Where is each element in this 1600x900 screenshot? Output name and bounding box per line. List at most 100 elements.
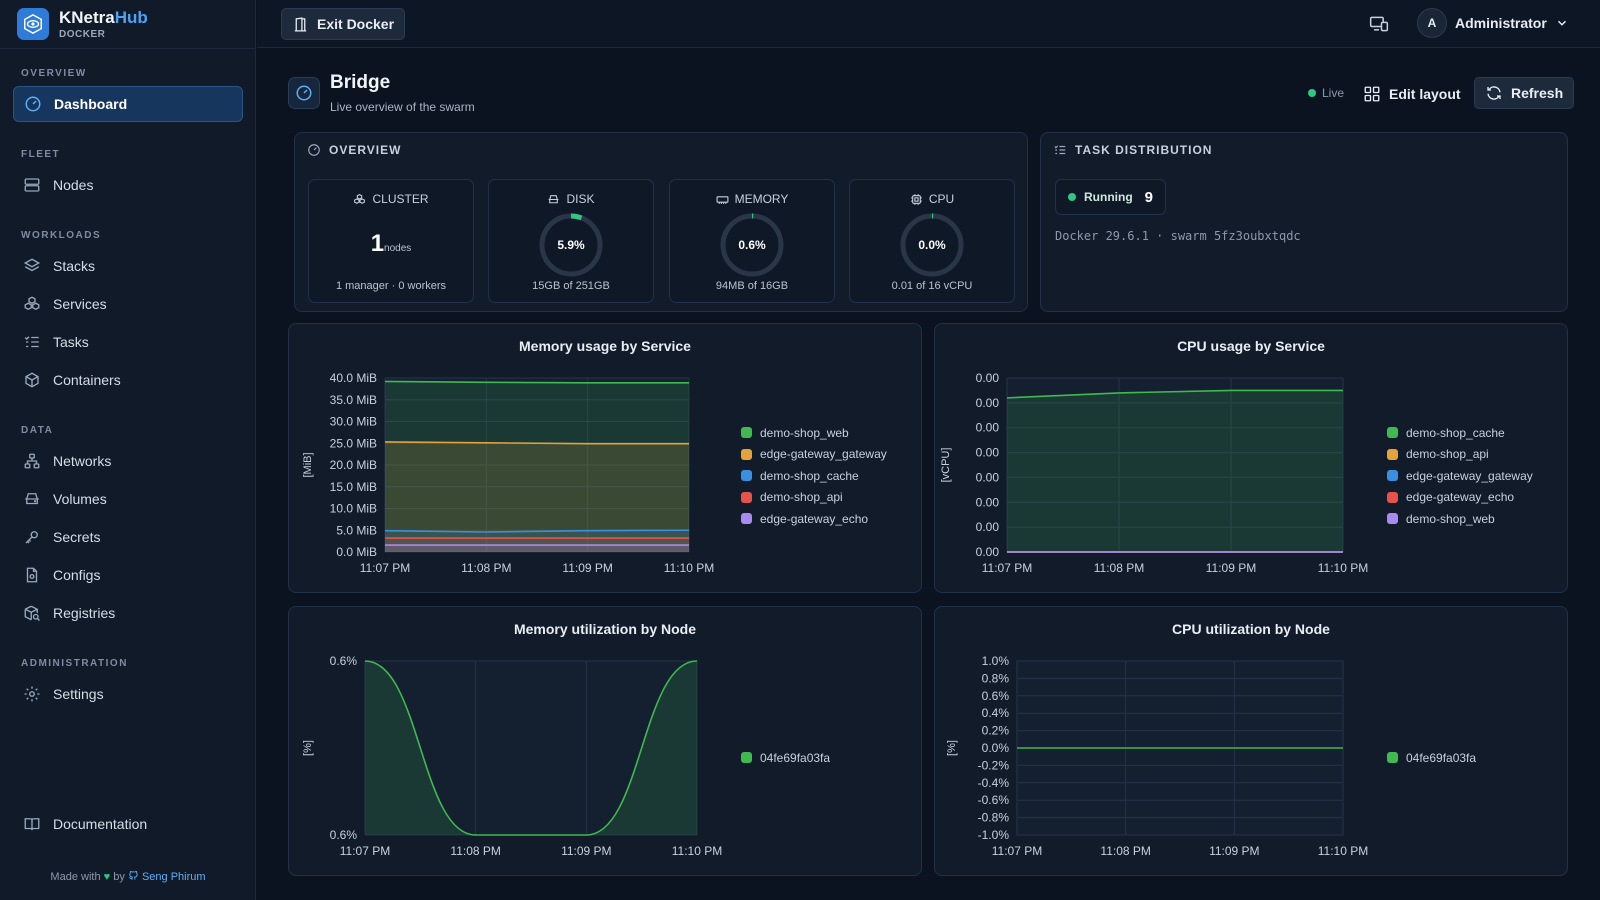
y-tick-label: 0.6%	[330, 654, 358, 668]
memory-gauge-arc	[720, 213, 784, 277]
legend-item[interactable]: 04fe69fa03fa	[741, 747, 830, 769]
stat-disk-label: DISK	[489, 192, 653, 206]
sidebar-item-volumes[interactable]: Volumes	[13, 481, 243, 517]
legend-item[interactable]: demo-shop_api	[1387, 444, 1533, 466]
github-icon	[129, 870, 138, 880]
legend-item[interactable]: edge-gateway_gateway	[741, 444, 887, 466]
sidebar-item-label: Tasks	[53, 334, 89, 350]
door-exit-icon	[294, 16, 307, 32]
cpu-value: 0.0%	[918, 238, 946, 252]
sidebar-item-registries[interactable]: Registries	[13, 595, 243, 631]
overview-panel: OVERVIEW CLUSTER 1nodes 1 manager · 0 wo…	[294, 132, 1028, 312]
stat-cluster[interactable]: CLUSTER 1nodes 1 manager · 0 workers	[308, 179, 474, 303]
cpu-label: CPU	[928, 192, 955, 206]
sidebar-item-services[interactable]: Services	[13, 286, 243, 322]
y-tick-label: 0.0 MiB	[336, 545, 377, 559]
section-administration: ADMINISTRATION	[21, 658, 128, 669]
section-data: DATA	[21, 425, 54, 436]
chart-panel-cpu-service: CPU usage by Service 0.00 0.00 0.00 0.00 0.0…	[934, 323, 1568, 593]
y-tick-label: 1.0%	[982, 654, 1010, 668]
disk-gauge: 5.9%	[538, 212, 604, 278]
series-area-edge-gateway_echo	[385, 545, 689, 552]
sidebar-footer: Made with ♥ by Seng Phirum	[0, 870, 256, 883]
x-tick-label: 11:08 PM	[450, 844, 500, 858]
legend-swatch	[741, 491, 752, 503]
legend-item[interactable]: demo-shop_web	[741, 422, 887, 444]
cluster-value: 1nodes	[309, 230, 473, 258]
devices-icon[interactable]	[1369, 14, 1389, 37]
user-name: Administrator	[1455, 15, 1547, 31]
series-line-demo-shop_web[interactable]	[384, 380, 689, 384]
layout-grid-icon	[1364, 86, 1380, 102]
legend-item[interactable]: demo-shop_cache	[741, 465, 887, 487]
server-icon	[24, 178, 40, 192]
chart-legend: demo-shop_cache demo-shop_api edge-gateway…	[1387, 422, 1533, 530]
edit-layout-label: Edit layout	[1389, 86, 1461, 102]
sidebar-item-networks[interactable]: Networks	[13, 443, 243, 479]
y-tick-label: 0.00	[976, 396, 1000, 410]
sidebar-item-label: Configs	[53, 567, 101, 583]
sidebar-item-stacks[interactable]: Stacks	[13, 248, 243, 284]
legend-item[interactable]: demo-shop_cache	[1387, 422, 1533, 444]
series-line-04fe69fa03fa[interactable]	[364, 660, 698, 836]
sidebar-item-containers[interactable]: Containers	[13, 362, 243, 398]
avatar: A	[1417, 8, 1447, 38]
stat-cpu[interactable]: CPU 0.0% 0.01 of 16 vCPU	[849, 179, 1015, 303]
refresh-label: Refresh	[1511, 85, 1564, 101]
stat-disk[interactable]: DISK 5.9% 15GB of 251GB	[488, 179, 654, 303]
docker-version: Docker 29.6.1 · swarm 5fz3oubxtqdc	[1055, 229, 1301, 243]
exit-docker-button[interactable]: Exit Docker	[281, 8, 406, 40]
hard-drive-icon	[549, 194, 559, 203]
legend-item[interactable]: demo-shop_web	[1387, 508, 1533, 530]
cpu-foot: 0.01 of 16 vCPU	[891, 280, 973, 292]
author-link[interactable]: Seng Phirum	[141, 871, 206, 883]
x-tick-label: 11:09 PM	[1209, 844, 1259, 858]
legend-swatch	[741, 752, 752, 764]
legend-item[interactable]: edge-gateway_echo	[1387, 487, 1533, 509]
legend-item[interactable]: 04fe69fa03fa	[1387, 747, 1476, 769]
y-tick-label: 0.00	[976, 545, 1000, 559]
legend-label: demo-shop_web	[1406, 511, 1495, 526]
legend-item[interactable]: demo-shop_api	[741, 487, 887, 509]
series-line-edge-gateway_gateway[interactable]	[384, 441, 689, 445]
sidebar-item-nodes[interactable]: Nodes	[13, 167, 243, 203]
heart-icon: ♥	[103, 871, 111, 883]
refresh-button[interactable]: Refresh	[1474, 77, 1575, 109]
legend-item[interactable]: edge-gateway_echo	[741, 508, 887, 530]
sidebar-item-secrets[interactable]: Secrets	[13, 519, 243, 555]
user-menu[interactable]: A Administrator	[1417, 8, 1569, 38]
stat-memory[interactable]: MEMORY 0.6% 94MB of 16GB	[669, 179, 835, 303]
legend-swatch	[1387, 427, 1398, 439]
sidebar-item-dashboard[interactable]: Dashboard	[13, 86, 243, 122]
hard-drive-icon	[25, 493, 39, 505]
section-workloads: WORKLOADS	[21, 230, 102, 241]
chevron-down-icon	[1557, 20, 1566, 26]
y-tick-label: 0.00	[976, 446, 1000, 460]
sidebar-item-tasks[interactable]: Tasks	[13, 324, 243, 360]
gauge-icon	[308, 144, 320, 156]
chart-legend: 04fe69fa03fa	[741, 747, 830, 769]
footer-made-with: Made with	[50, 871, 101, 883]
series-area-demo-shop_cache	[1007, 390, 1343, 552]
legend-item[interactable]: edge-gateway_gateway	[1387, 465, 1533, 487]
container-icon	[25, 372, 39, 388]
y-tick-label: 5.0 MiB	[336, 523, 377, 537]
y-tick-label: 20.0 MiB	[330, 458, 377, 472]
series-line-demo-shop_cache[interactable]	[384, 529, 690, 533]
sidebar-item-documentation[interactable]: Documentation	[13, 806, 243, 842]
y-axis-label: [MiB]	[302, 452, 314, 477]
mem-service-chart: 0.0 MiB 5.0 MiB 10.0 MiB 15.0 MiB 20.0 MiB 25…	[302, 371, 714, 575]
y-tick-label: 0.8%	[982, 671, 1010, 685]
x-tick-label: 11:07 PM	[982, 561, 1032, 575]
sidebar-item-settings[interactable]: Settings	[13, 676, 243, 712]
series-line-demo-shop_cache[interactable]	[1006, 389, 1343, 399]
legend-swatch	[1387, 752, 1398, 764]
brand[interactable]: KNetraHub DOCKER	[17, 8, 148, 40]
chart-legend: demo-shop_web edge-gateway_gateway demo-sh…	[741, 422, 887, 530]
edit-layout-button[interactable]: Edit layout	[1363, 80, 1461, 108]
plot-area	[1007, 378, 1343, 552]
y-tick-label: -0.2%	[978, 758, 1010, 772]
memory-foot: 94MB of 16GB	[715, 280, 789, 292]
sidebar-item-configs[interactable]: Configs	[13, 557, 243, 593]
task-state-running[interactable]: Running 9	[1055, 179, 1166, 215]
